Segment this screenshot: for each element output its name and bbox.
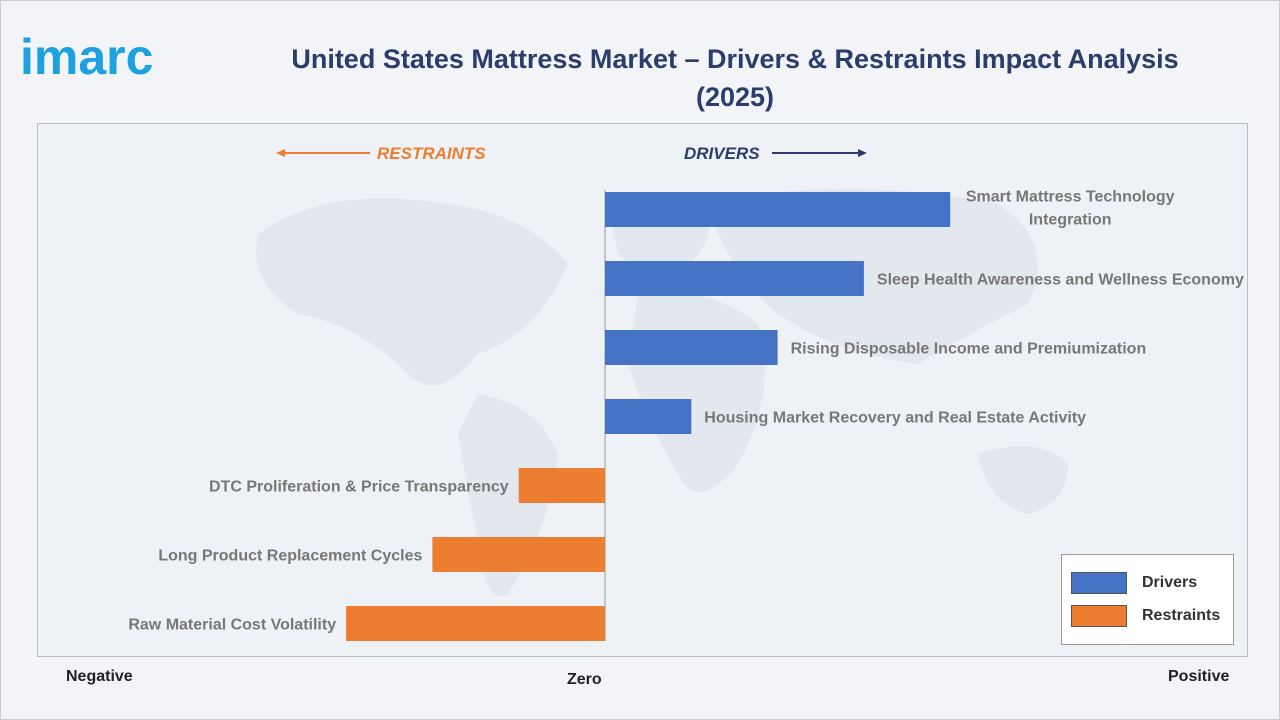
bar-restraints-6 (432, 537, 605, 572)
legend: Drivers Restraints (1061, 554, 1234, 645)
bar-drivers-4 (605, 399, 692, 434)
bar-drivers-3 (605, 330, 778, 365)
axis-negative-label: Negative (66, 668, 133, 685)
bars-group: Smart Mattress Technology Integration Slee… (128, 189, 1244, 641)
restraints-header: RESTRAINTS (276, 144, 486, 163)
axis-positive-label: Positive (1168, 668, 1230, 685)
category-label-7: Raw Material Cost Volatility (128, 617, 336, 634)
drivers-header-label: DRIVERS (684, 144, 760, 163)
legend-label-restraints: Restraints (1142, 607, 1221, 624)
drivers-header: DRIVERS (684, 144, 867, 163)
bar-drivers-1 (605, 192, 951, 227)
restraints-header-label: RESTRAINTS (377, 144, 486, 163)
legend-item-restraints: Restraints (1071, 604, 1220, 628)
category-label-4: Housing Market Recovery and Real Estate … (704, 410, 1086, 427)
bar-restraints-5 (518, 468, 605, 503)
legend-swatch-drivers (1071, 572, 1127, 594)
bar-restraints-7 (346, 606, 605, 641)
category-label-6: Long Product Replacement Cycles (158, 548, 422, 565)
category-label-2: Sleep Health Awareness and Wellness Econ… (877, 272, 1244, 289)
svg-text:imarc: imarc (20, 30, 153, 80)
bar-drivers-2 (605, 261, 864, 296)
category-label-3: Rising Disposable Income and Premiumizat… (791, 341, 1147, 358)
axis-zero-label: Zero (567, 671, 602, 688)
legend-swatch-restraints (1071, 605, 1127, 627)
category-label-1: Smart Mattress Technology Integration (966, 189, 1175, 229)
imarc-logo: imarc (20, 30, 153, 80)
legend-item-drivers: Drivers (1071, 571, 1197, 595)
chart-title: United States Mattress Market – Drivers … (291, 44, 1179, 112)
legend-label-drivers: Drivers (1142, 574, 1198, 591)
category-label-5: DTC Proliferation & Price Transparency (209, 479, 509, 496)
